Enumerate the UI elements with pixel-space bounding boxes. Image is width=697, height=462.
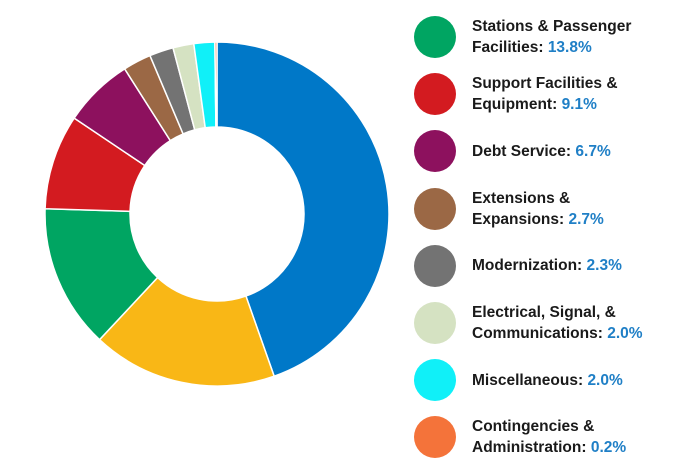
legend-label-line1: Debt Service:: [472, 142, 572, 160]
legend-label-line2: Equipment:: [472, 96, 558, 114]
legend-label: Modernization: 2.3%: [472, 255, 697, 276]
legend-label-line2: Facilities:: [472, 39, 544, 56]
legend-swatch: [414, 187, 456, 230]
legend-value: 2.7%: [568, 210, 604, 228]
legend-label: Miscellaneous: 2.0%: [472, 370, 697, 391]
donut-chart: [44, 41, 390, 387]
legend-label-line2: Expansions:: [472, 210, 565, 228]
legend-label: Stations & Passenger Facilities: 13.8%: [472, 16, 697, 58]
legend-item: Stations & Passenger Facilities: 13.8%: [414, 12, 697, 62]
legend-value: 2.0%: [607, 325, 643, 342]
legend-label-line1: Stations & Passenger: [472, 18, 632, 35]
legend-label-line1: Extensions &: [472, 189, 571, 207]
legend-label-line1: Contingencies &: [472, 418, 595, 436]
legend-value: 2.0%: [587, 371, 623, 389]
legend-swatch: [414, 302, 456, 344]
legend-swatch: [414, 73, 456, 116]
legend-item: Contingencies & Administration: 0.2%: [414, 412, 697, 462]
legend-swatch: [414, 130, 456, 173]
legend-value: 0.2%: [590, 439, 627, 457]
legend-item: Debt Service: 6.7%: [414, 126, 697, 176]
legend-label-line1: Miscellaneous:: [472, 371, 584, 389]
legend-label: Contingencies & Administration: 0.2%: [472, 416, 697, 458]
legend-label-line2: Administration:: [472, 439, 587, 457]
donut-slice-1: [216, 41, 390, 378]
legend-item: Support Facilities & Equipment: 9.1%: [414, 69, 697, 119]
legend-item: Miscellaneous: 2.0%: [414, 355, 697, 405]
legend-label: Support Facilities & Equipment: 9.1%: [472, 73, 697, 115]
legend-swatch: [414, 359, 456, 402]
legend-swatch: [414, 244, 456, 287]
legend-swatch: [414, 416, 456, 459]
chart-legend: Stations & Passenger Facilities: 13.8% Sup…: [414, 0, 697, 460]
legend-item: Extensions & Expansions: 2.7%: [414, 184, 697, 234]
legend-value: 6.7%: [575, 142, 611, 160]
legend-value: 13.8%: [547, 39, 592, 56]
legend-label-line1: Modernization:: [472, 257, 583, 275]
legend-item: Modernization: 2.3%: [414, 241, 697, 291]
legend-label: Extensions & Expansions: 2.7%: [472, 188, 697, 230]
legend-value: 2.3%: [586, 257, 622, 275]
legend-label: Electrical, Signal, & Communications: 2.0…: [472, 302, 697, 344]
legend-label-line1: Support Facilities &: [472, 75, 618, 93]
legend-label: Debt Service: 6.7%: [472, 141, 697, 162]
legend-value: 9.1%: [561, 96, 597, 114]
donut-slice-10: [214, 41, 218, 128]
legend-label-line2: Communications:: [472, 325, 603, 342]
legend-label-line1: Electrical, Signal, &: [472, 304, 616, 321]
donut-slice-2: [98, 276, 276, 387]
legend-item: Electrical, Signal, & Communications: 2.0…: [414, 298, 697, 348]
legend-swatch: [414, 16, 456, 58]
